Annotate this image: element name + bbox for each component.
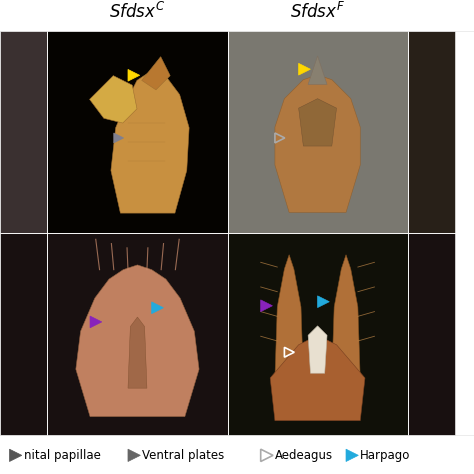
Polygon shape [128,317,147,388]
Polygon shape [114,133,124,143]
Polygon shape [308,56,327,84]
Bar [47,31,228,233]
Polygon shape [299,64,310,75]
Polygon shape [128,69,140,81]
Polygon shape [152,302,164,314]
Polygon shape [275,255,303,378]
Bar [0,31,474,435]
Polygon shape [308,326,327,373]
Text: $\mathit{Sfdsx}^F$: $\mathit{Sfdsx}^F$ [290,2,345,22]
Bar [408,233,455,435]
Polygon shape [142,57,170,90]
Polygon shape [299,99,337,146]
Bar [0,233,47,435]
Polygon shape [9,449,22,462]
Polygon shape [128,449,140,462]
Polygon shape [346,449,358,462]
Text: nital papillae: nital papillae [24,449,100,462]
Polygon shape [76,265,199,417]
Bar [228,233,408,435]
Polygon shape [270,335,365,420]
Polygon shape [90,76,137,123]
Text: $\mathit{Sfdsx}^C$: $\mathit{Sfdsx}^C$ [109,2,165,22]
Polygon shape [332,255,360,378]
Bar [0,31,47,233]
Polygon shape [90,316,102,328]
Polygon shape [111,71,189,213]
Text: Harpago: Harpago [360,449,410,462]
Bar [47,233,228,435]
Bar [408,31,455,233]
Bar [228,31,408,233]
Text: Aedeagus: Aedeagus [275,449,333,462]
Polygon shape [275,75,360,212]
Polygon shape [261,300,273,311]
Text: Ventral plates: Ventral plates [142,449,225,462]
Polygon shape [318,296,329,308]
